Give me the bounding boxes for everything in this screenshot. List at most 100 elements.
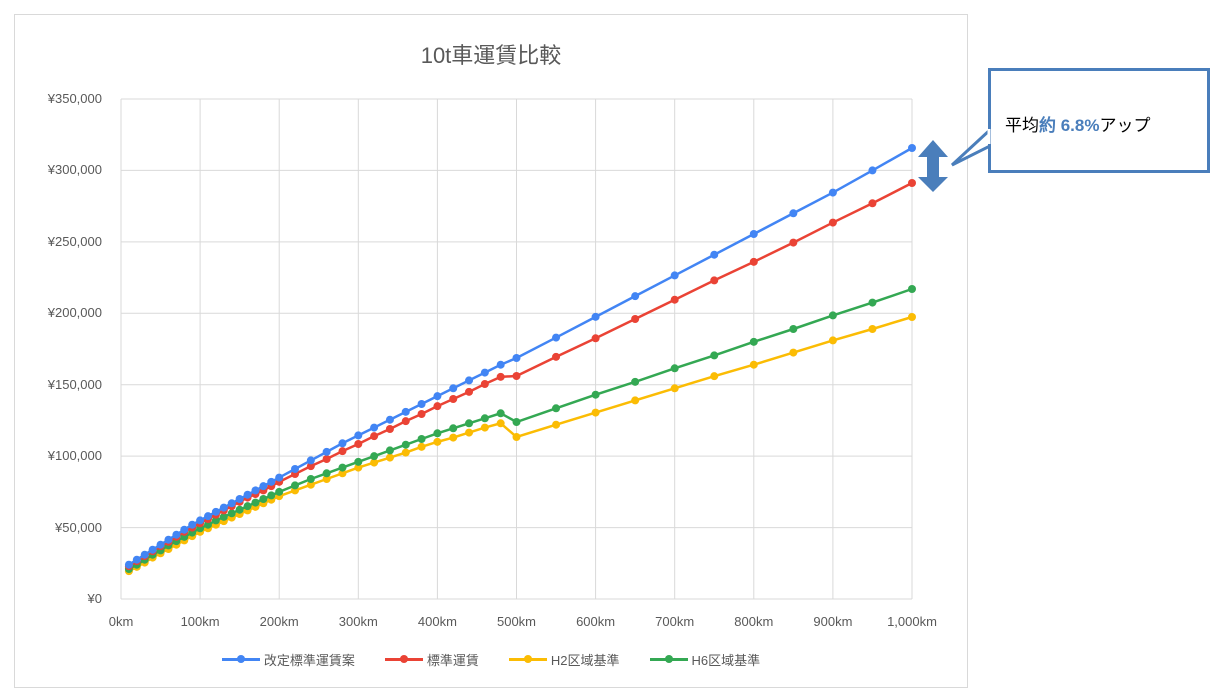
data-point	[449, 395, 458, 403]
data-point	[512, 433, 521, 441]
data-point	[710, 351, 719, 360]
data-point	[789, 209, 798, 218]
data-point	[789, 238, 798, 247]
data-point	[465, 419, 474, 428]
data-point	[306, 480, 315, 489]
data-point	[370, 432, 379, 441]
legend-item: H2区域基準	[508, 650, 620, 669]
x-tick-label: 200km	[259, 614, 299, 629]
data-point	[670, 364, 679, 373]
data-point	[433, 429, 442, 438]
data-point	[322, 469, 331, 478]
data-point	[480, 368, 489, 377]
data-point	[631, 292, 640, 301]
data-point	[354, 463, 363, 472]
data-point	[235, 495, 244, 503]
data-point	[338, 469, 347, 478]
data-point	[512, 418, 521, 426]
data-point	[275, 487, 284, 496]
x-tick-label: 800km	[734, 614, 774, 629]
data-point	[385, 425, 394, 433]
data-point	[354, 440, 363, 448]
data-point	[219, 512, 228, 521]
data-point	[401, 417, 410, 426]
data-point	[868, 298, 877, 307]
data-point	[828, 188, 837, 197]
data-point	[496, 360, 505, 369]
data-point	[749, 337, 758, 346]
data-point	[322, 475, 331, 483]
data-point	[591, 312, 600, 321]
data-point	[132, 555, 141, 564]
data-point	[172, 530, 181, 539]
legend-item: 標準運賃	[384, 650, 479, 669]
data-point	[291, 465, 300, 473]
data-point	[710, 372, 719, 381]
data-point	[235, 505, 244, 514]
data-point	[631, 315, 640, 323]
data-point	[710, 250, 719, 259]
y-tick-label: ¥0	[87, 591, 102, 606]
data-point	[591, 334, 600, 343]
data-point	[480, 380, 489, 388]
data-point	[670, 271, 679, 280]
legend-swatch-icon	[221, 655, 260, 663]
data-point	[180, 525, 189, 534]
data-point	[306, 456, 315, 465]
y-tick-label: ¥300,000	[47, 162, 102, 178]
data-point	[789, 325, 798, 333]
y-tick-label: ¥150,000	[47, 376, 102, 392]
data-point	[140, 550, 149, 559]
chart-frame	[14, 14, 968, 688]
x-tick-label: 600km	[576, 614, 616, 629]
data-point	[749, 360, 758, 369]
data-point	[417, 442, 426, 451]
data-point	[322, 455, 331, 463]
data-point	[433, 437, 442, 446]
data-point	[496, 419, 505, 428]
data-point	[259, 495, 268, 503]
data-point	[354, 457, 363, 466]
data-point	[449, 384, 458, 393]
data-point	[370, 458, 379, 467]
data-point	[227, 499, 236, 508]
data-point	[868, 199, 877, 208]
data-point	[417, 400, 426, 408]
data-point	[465, 387, 474, 396]
data-point	[417, 435, 426, 443]
data-point	[267, 477, 276, 486]
data-point	[148, 545, 157, 554]
data-point	[196, 516, 205, 525]
x-tick-label: 100km	[180, 614, 220, 629]
legend-label: H6区域基準	[691, 653, 761, 668]
data-point	[401, 440, 410, 449]
data-point	[243, 502, 252, 511]
data-point	[465, 428, 474, 437]
legend-label: H2区域基準	[550, 653, 620, 668]
data-point	[275, 473, 284, 482]
data-point	[338, 463, 347, 472]
data-point	[789, 348, 798, 357]
data-point	[188, 520, 197, 529]
legend-item: 改定標準運賃案	[221, 650, 355, 669]
y-tick-label: ¥50,000	[55, 519, 102, 535]
data-point	[908, 285, 916, 293]
data-point	[267, 491, 276, 500]
callout-pointer	[950, 124, 994, 167]
y-tick-label: ¥200,000	[47, 305, 102, 321]
data-point	[749, 257, 758, 266]
data-point	[828, 218, 837, 227]
data-point	[670, 384, 679, 393]
data-point	[868, 166, 877, 175]
data-point	[552, 404, 561, 413]
legend-label: 改定標準運賃案	[263, 653, 355, 668]
data-point	[828, 336, 837, 345]
legend-item: H6区域基準	[649, 650, 761, 669]
data-point	[204, 512, 213, 521]
data-point	[401, 448, 410, 457]
legend-swatch-icon	[649, 655, 688, 663]
double-arrow-icon	[918, 140, 948, 192]
data-point	[670, 295, 679, 304]
data-point	[908, 313, 916, 321]
data-point	[259, 482, 268, 491]
